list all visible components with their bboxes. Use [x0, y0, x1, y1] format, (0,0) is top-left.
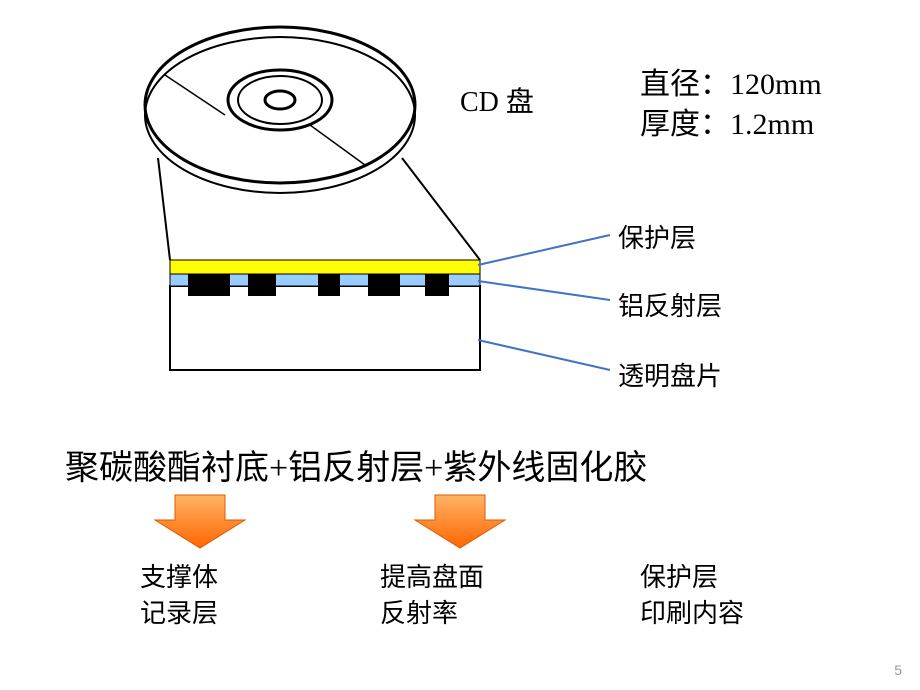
- callout-substrate: 透明盘片: [618, 356, 722, 393]
- arrow-down-icon: [150, 490, 250, 550]
- page-number: 5: [894, 662, 902, 678]
- caption-line: 提高盘面: [380, 560, 484, 596]
- arrow-down-icon: [410, 490, 510, 550]
- caption-line: 记录层: [140, 596, 218, 632]
- callout-protective-layer: 保护层: [618, 218, 696, 255]
- caption-line: 印刷内容: [640, 596, 744, 632]
- cross-section-diagram: [0, 0, 920, 420]
- caption-line: 反射率: [380, 596, 484, 632]
- caption-line: 保护层: [640, 560, 744, 596]
- caption-reflective: 提高盘面 反射率: [380, 560, 484, 632]
- caption-protective: 保护层 印刷内容: [640, 560, 744, 632]
- callout-reflective-layer: 铝反射层: [618, 286, 722, 323]
- caption-line: 支撑体: [140, 560, 218, 596]
- layer-formula: 聚碳酸酯衬底+铝反射层+紫外线固化胶: [65, 440, 647, 489]
- caption-substrate: 支撑体 记录层: [140, 560, 218, 632]
